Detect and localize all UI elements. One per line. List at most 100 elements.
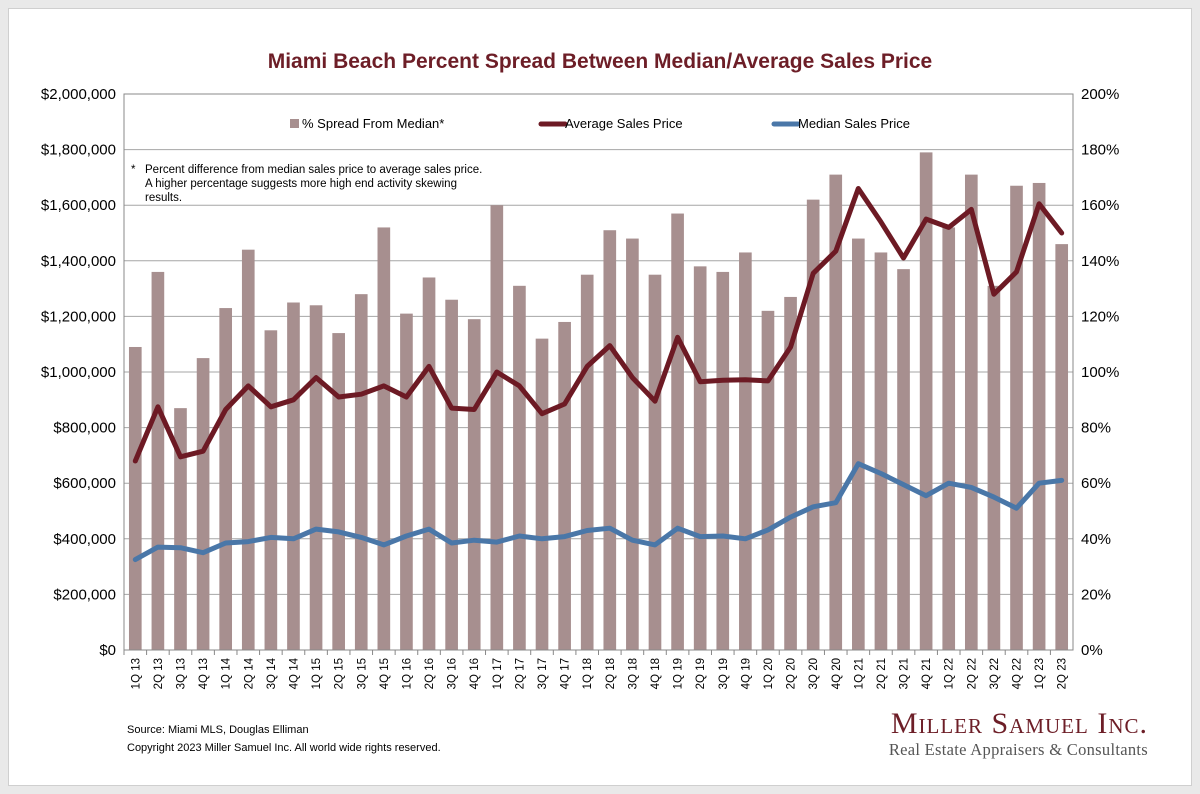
bar bbox=[942, 227, 956, 650]
x-tick-label: 2Q 21 bbox=[876, 658, 888, 689]
bar bbox=[467, 319, 481, 650]
x-tick-label: 2Q 13 bbox=[153, 658, 165, 689]
bar bbox=[196, 358, 210, 650]
x-tick-label: 1Q 14 bbox=[221, 657, 233, 689]
y-right-tick-label: 120% bbox=[1081, 308, 1119, 325]
footnote: * Percent difference from median sales p… bbox=[131, 163, 491, 205]
bar bbox=[626, 238, 639, 650]
bar bbox=[422, 277, 436, 650]
bar bbox=[128, 346, 142, 650]
bar bbox=[987, 285, 1001, 650]
x-tick-label: 1Q 23 bbox=[1034, 658, 1046, 689]
bar bbox=[264, 330, 278, 650]
bar bbox=[603, 230, 617, 650]
x-tick-label: 3Q 15 bbox=[356, 658, 368, 689]
bar bbox=[761, 310, 775, 650]
bar bbox=[535, 338, 549, 650]
x-tick-label: 3Q 18 bbox=[627, 658, 639, 689]
x-tick-label: 4Q 15 bbox=[379, 658, 391, 689]
y-left-tick-label: $1,600,000 bbox=[41, 197, 116, 214]
y-left-tick-label: $1,400,000 bbox=[41, 253, 116, 270]
x-tick-label: 1Q 13 bbox=[130, 658, 142, 689]
source-text: Source: Miami MLS, Douglas Elliman bbox=[127, 724, 309, 736]
bar bbox=[241, 249, 255, 650]
legend-spread-label: % Spread From Median* bbox=[302, 116, 444, 131]
legend-average-label: Average Sales Price bbox=[565, 116, 683, 131]
x-tick-label: 2Q 19 bbox=[695, 658, 707, 689]
bar bbox=[648, 274, 662, 650]
legend-median-label: Median Sales Price bbox=[798, 116, 910, 131]
x-tick-label: 3Q 16 bbox=[447, 658, 459, 689]
bar bbox=[513, 285, 526, 650]
x-tick-label: 2Q 20 bbox=[786, 658, 798, 689]
x-tick-label: 1Q 16 bbox=[401, 658, 413, 689]
bar bbox=[874, 252, 888, 650]
y-right-tick-label: 60% bbox=[1081, 475, 1111, 492]
x-tick-label: 4Q 18 bbox=[650, 658, 662, 689]
x-tick-label: 3Q 13 bbox=[175, 658, 187, 689]
bar bbox=[490, 205, 504, 650]
gridlines bbox=[124, 93, 1073, 595]
bar bbox=[964, 174, 978, 650]
average-price-line bbox=[132, 186, 1065, 464]
bar bbox=[693, 266, 707, 650]
y-left-tick-label: $200,000 bbox=[53, 586, 116, 603]
bar bbox=[1055, 244, 1069, 650]
y-right-tick-label: 80% bbox=[1081, 420, 1111, 437]
y-left-tick-label: $2,000,000 bbox=[41, 86, 116, 103]
bar bbox=[919, 152, 933, 650]
y-right-tick-label: 0% bbox=[1081, 642, 1103, 659]
bar bbox=[1010, 185, 1023, 651]
bar bbox=[739, 252, 752, 650]
y-left-tick-label: $0 bbox=[99, 642, 116, 659]
x-tick-label: 4Q 16 bbox=[469, 658, 481, 689]
bar bbox=[558, 321, 571, 650]
bar bbox=[784, 296, 797, 650]
y-right-tick-label: 20% bbox=[1081, 586, 1111, 603]
x-tick-label: 3Q 19 bbox=[718, 658, 730, 689]
x-tick-label: 4Q 17 bbox=[560, 658, 572, 689]
bar bbox=[806, 199, 820, 650]
chart-title: Miami Beach Percent Spread Between Media… bbox=[267, 50, 933, 73]
bar bbox=[671, 213, 684, 651]
y-left-tick-label: $1,000,000 bbox=[41, 364, 116, 381]
bar bbox=[219, 308, 233, 650]
bar bbox=[309, 305, 323, 650]
y-right-tick-label: 40% bbox=[1081, 531, 1111, 548]
x-tick-label: 4Q 13 bbox=[198, 658, 210, 689]
brand-tagline: Real Estate Appraisers & Consultants bbox=[888, 740, 1148, 759]
x-tick-label: 4Q 14 bbox=[288, 657, 300, 689]
bar bbox=[852, 238, 865, 650]
y-left-tick-label: $600,000 bbox=[53, 475, 116, 492]
y-right-tick-label: 160% bbox=[1081, 197, 1119, 214]
footnote-text: Percent difference from median sales pri… bbox=[145, 164, 483, 204]
x-tick-label: 2Q 18 bbox=[605, 658, 617, 689]
x-tick-label: 4Q 21 bbox=[921, 658, 933, 689]
x-tick-label: 2Q 22 bbox=[966, 658, 978, 689]
median-price-line bbox=[132, 461, 1065, 563]
bar bbox=[897, 269, 910, 650]
x-tick-label: 3Q 21 bbox=[899, 658, 911, 689]
x-tick-label: 2Q 15 bbox=[334, 658, 346, 689]
legend-spread-swatch bbox=[290, 119, 299, 128]
x-tick-label: 2Q 23 bbox=[1057, 658, 1069, 689]
y-left-tick-label: $800,000 bbox=[53, 420, 116, 437]
y-right-tick-label: 100% bbox=[1081, 364, 1119, 381]
x-tick-label: 2Q 17 bbox=[514, 658, 526, 689]
bar-series bbox=[128, 152, 1069, 651]
bar bbox=[354, 294, 368, 650]
x-tick-label: 2Q 14 bbox=[243, 657, 255, 689]
bar bbox=[829, 174, 843, 650]
brand-name: Miller Samuel Inc. bbox=[890, 707, 1148, 740]
bar bbox=[377, 227, 391, 650]
x-tick-label: 3Q 17 bbox=[537, 658, 549, 689]
y-right-tick-label: 180% bbox=[1081, 142, 1119, 159]
x-tick-label: 1Q 21 bbox=[853, 658, 865, 689]
bar bbox=[400, 313, 413, 650]
y-left-tick-label: $1,800,000 bbox=[41, 142, 116, 159]
x-tick-label: 1Q 18 bbox=[582, 658, 594, 689]
brand-logo: Miller Samuel Inc. Real Estate Appraiser… bbox=[889, 708, 1148, 760]
bar bbox=[580, 274, 594, 650]
x-tick-label: 1Q 15 bbox=[311, 658, 323, 689]
